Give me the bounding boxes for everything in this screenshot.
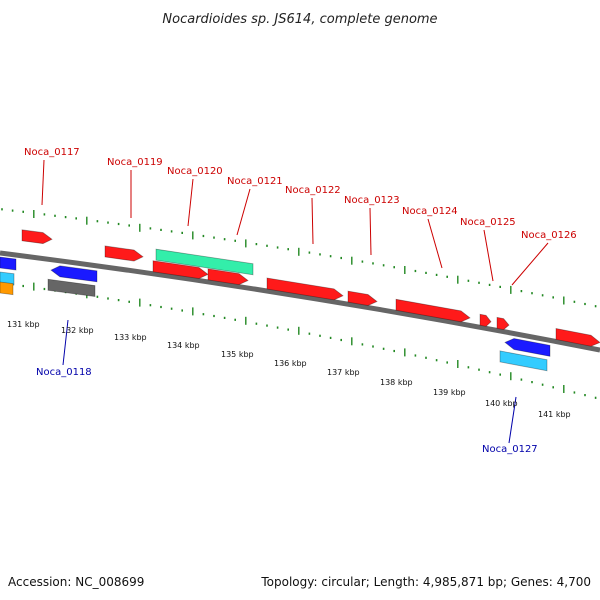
gene-label-noca-0124[interactable]: Noca_0124 (402, 206, 458, 217)
gene-label-noca-0127[interactable]: Noca_0127 (482, 444, 538, 455)
gene-feature-green-forward[interactable] (155, 248, 254, 276)
gene-feature-red-forward[interactable] (555, 327, 600, 347)
genome-backbone (0, 250, 600, 353)
leader-line (311, 197, 314, 245)
inner-tick-ring (1, 282, 597, 399)
gene-feature-cyan-reverse[interactable] (499, 350, 548, 372)
kbp-label: 133 kbp (114, 333, 147, 342)
gene-labels: Noca_0117 Noca_0118 Noca_0119 Noca_0120 … (24, 147, 577, 455)
gene-feature-blue-reverse[interactable] (50, 265, 98, 283)
gene-feature-red-forward[interactable] (104, 245, 144, 262)
gene-feature-cyan-reverse[interactable] (0, 271, 15, 286)
kbp-label: 135 kbp (221, 350, 254, 359)
genome-summary-text: Topology: circular; Length: 4,985,871 bp… (260, 575, 591, 589)
kbp-label: 138 kbp (380, 378, 413, 387)
gene-label-noca-0119[interactable]: Noca_0119 (107, 157, 163, 168)
leader-line (62, 319, 69, 366)
position-labels: 131 kbp 132 kbp 133 kbp 134 kbp 135 kbp … (7, 320, 571, 419)
gene-feature-red-forward[interactable] (395, 298, 471, 323)
gene-features (0, 229, 600, 372)
leader-line (369, 207, 372, 256)
gene-feature-red-forward[interactable] (152, 260, 209, 279)
gene-label-noca-0117[interactable]: Noca_0117 (24, 147, 80, 158)
gene-feature-red-forward[interactable] (21, 229, 53, 244)
gene-feature-blue-reverse[interactable] (504, 338, 551, 357)
leader-line (187, 178, 194, 227)
gene-feature-red-forward[interactable] (347, 290, 378, 306)
leader-line (236, 188, 251, 236)
leader-line (427, 218, 443, 269)
gene-label-noca-0126[interactable]: Noca_0126 (521, 230, 577, 241)
gene-label-noca-0125[interactable]: Noca_0125 (460, 217, 516, 228)
gene-label-noca-0121[interactable]: Noca_0121 (227, 176, 283, 187)
kbp-label: 141 kbp (538, 410, 571, 419)
leader-line (41, 159, 45, 206)
gene-feature-red-forward[interactable] (207, 268, 249, 286)
gene-label-noca-0118[interactable]: Noca_0118 (36, 367, 92, 378)
leader-line (508, 396, 517, 444)
gene-feature-red-forward[interactable] (496, 316, 510, 331)
leader-line (483, 229, 494, 282)
gene-feature-red-forward[interactable] (266, 277, 344, 301)
kbp-label: 134 kbp (167, 341, 200, 350)
leader-line (511, 242, 549, 286)
gene-feature-gray-reverse[interactable] (47, 278, 96, 298)
gene-feature-blue-reverse[interactable] (0, 256, 17, 271)
kbp-label: 132 kbp (61, 326, 94, 335)
kbp-label: 136 kbp (274, 359, 307, 368)
gene-feature-orange-reverse[interactable] (0, 281, 14, 296)
kbp-label: 140 kbp (485, 399, 518, 408)
map-title: Nocardioides sp. JS614, complete genome (162, 12, 437, 27)
outer-tick-ring (1, 208, 597, 308)
kbp-label: 137 kbp (327, 368, 360, 377)
gene-label-noca-0123[interactable]: Noca_0123 (344, 195, 400, 206)
accession-text: Accession: NC_008699 (8, 575, 144, 589)
gene-label-noca-0120[interactable]: Noca_0120 (167, 166, 223, 177)
kbp-label: 139 kbp (433, 388, 466, 397)
kbp-label: 131 kbp (7, 320, 40, 329)
gene-feature-red-forward[interactable] (479, 313, 492, 327)
label-leaders (41, 159, 549, 444)
gene-label-noca-0122[interactable]: Noca_0122 (285, 185, 341, 196)
